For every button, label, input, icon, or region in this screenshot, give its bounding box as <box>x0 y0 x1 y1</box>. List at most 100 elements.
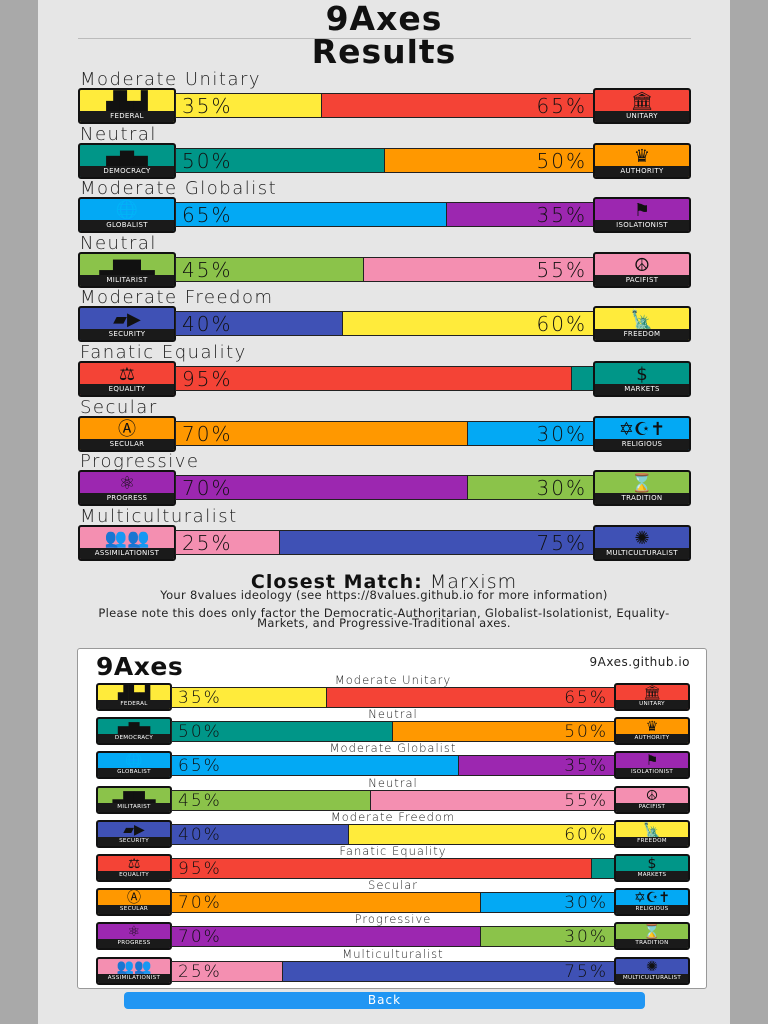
axis-bar: 45% 55% <box>175 256 594 282</box>
axis-label: Secular <box>80 396 158 418</box>
capitol-building-icon: 🏛 <box>643 685 661 701</box>
icon-caption: ASSIMILATIONIST <box>98 973 170 983</box>
bar-segment-right: 35% <box>459 756 614 776</box>
icon-box-religious: ✡☪✝ RELIGIOUS <box>614 888 690 917</box>
left-percent: 45% <box>178 790 222 811</box>
diverse-crowd-icon: ✺ <box>646 958 658 975</box>
bar-segment-left: 65% <box>176 203 448 227</box>
icon-box-federal: ▟▙▟ FEDERAL <box>78 88 176 124</box>
left-percent: 35% <box>178 688 222 708</box>
icon-box-secular: Ⓐ SECULAR <box>96 888 172 917</box>
icon-box-secular: Ⓐ SECULAR <box>78 415 176 452</box>
axis-bar: 45% 55% <box>171 789 615 811</box>
left-percent: 35% <box>182 94 233 118</box>
title-divider <box>78 38 691 39</box>
icon-caption: MILITARIST <box>80 274 174 286</box>
axis-label: Moderate Unitary <box>80 69 262 90</box>
bar-segment-left: 25% <box>176 530 281 555</box>
icon-box-democracy: ▄▆▄ DEMOCRACY <box>78 142 176 179</box>
hourglass-icon: ⌛ <box>630 473 654 495</box>
axis-row: 👥👥 ASSIMILATIONIST 25% 75% ✺ MULTICULTURALIST <box>96 956 690 985</box>
axis-row: ▂▆▆▂ MILITARIST 45% 55% ☮ PACIFIST <box>78 251 691 288</box>
card-axis-label: Fanatic Equality <box>339 844 447 858</box>
icon-box-markets: $ MARKETS <box>593 361 691 397</box>
left-percent: 70% <box>182 421 233 446</box>
bar-segment-right: 35% <box>447 203 593 227</box>
atheism-symbol-icon: Ⓐ <box>118 418 136 440</box>
axis-bar: 70% 30% <box>175 475 594 501</box>
axis-row: ⚖ EQUALITY 95% $ MARKETS <box>78 361 691 397</box>
icon-box-equality: ⚖ EQUALITY <box>96 854 172 882</box>
bar-segment-right: 65% <box>321 94 593 118</box>
icon-box-democracy: ▄▆▄ DEMOCRACY <box>96 717 172 746</box>
dollar-sign-icon: $ <box>636 364 648 385</box>
right-percent: 55% <box>536 257 587 282</box>
right-percent: 60% <box>564 824 608 845</box>
card-axis-label: Neutral <box>368 775 418 790</box>
axis-row: 🌐 GLOBALIST 65% 35% ⚑ ISOLATIONIST <box>78 197 691 234</box>
icon-caption: UNITARY <box>616 700 688 709</box>
axis-row: ⚛ PROGRESS 70% 30% ⌛ TRADITION <box>78 470 691 507</box>
card-axis-label: Secular <box>368 878 418 893</box>
axis-label: Multiculturalist <box>80 505 238 527</box>
closest-match-value: Marxism <box>429 571 518 593</box>
religious-symbols-icon: ✡☪✝ <box>618 418 666 440</box>
statue-of-liberty-icon: 🗽 <box>643 821 661 838</box>
closest-match: Closest Match: Marxism <box>38 572 730 592</box>
atom-icon: ⚛ <box>118 473 136 495</box>
bar-segment-right: 30% <box>481 893 614 913</box>
left-percent: 70% <box>182 476 233 501</box>
icon-box-tradition: ⌛ TRADITION <box>614 922 690 951</box>
icon-box-isolationist: ⚑ ISOLATIONIST <box>614 751 690 780</box>
icon-caption: MULTICULTURALIST <box>595 547 689 559</box>
bar-segment-right <box>591 859 614 878</box>
right-percent: 50% <box>564 722 608 743</box>
icon-box-equality: ⚖ EQUALITY <box>78 361 176 397</box>
icon-box-isolationist: ⚑ ISOLATIONIST <box>593 197 691 234</box>
icon-caption: SECULAR <box>98 905 170 915</box>
left-percent: 40% <box>182 312 233 337</box>
globe-icon: 🌐 <box>115 200 139 222</box>
left-percent: 50% <box>182 148 233 173</box>
icon-box-militarist: ▂▆▆▂ MILITARIST <box>96 785 172 814</box>
icon-caption: AUTHORITY <box>595 165 689 177</box>
icon-caption: MARKETS <box>616 871 688 880</box>
atom-icon: ⚛ <box>127 924 141 941</box>
globe-icon: 🌐 <box>125 753 143 770</box>
right-percent: 65% <box>536 94 587 118</box>
icon-caption: SECURITY <box>98 836 170 846</box>
security-camera-icon: ▰▶ <box>123 821 145 838</box>
icon-caption: ISOLATIONIST <box>595 220 689 232</box>
left-percent: 50% <box>178 722 222 743</box>
bar-segment-right <box>572 367 593 390</box>
axis-bar: 50% 50% <box>171 721 615 743</box>
back-button[interactable]: Back <box>124 992 645 1009</box>
card-axis-label: Neutral <box>368 707 418 722</box>
icon-box-progress: ⚛ PROGRESS <box>96 922 172 951</box>
left-percent: 95% <box>178 859 222 879</box>
left-percent: 25% <box>182 530 233 555</box>
crown-icon: ♛ <box>633 145 651 167</box>
icon-caption: MARKETS <box>595 384 689 395</box>
card-axis-label: Moderate Globalist <box>329 741 457 756</box>
icon-caption: UNITARY <box>595 111 689 122</box>
bar-segment-right: 50% <box>393 722 614 743</box>
ballot-box-icon: ▄▆▄ <box>106 145 148 167</box>
axis-row: 🌐 GLOBALIST 65% 35% ⚑ ISOLATIONIST <box>96 751 690 780</box>
scales-icon: ⚖ <box>118 364 136 385</box>
bar-segment-left: 70% <box>172 927 482 947</box>
card-axis-label: Progressive <box>354 912 432 927</box>
bar-segment-right: 30% <box>467 476 593 500</box>
icon-box-multiculturalist: ✺ MULTICULTURALIST <box>593 524 691 561</box>
axis-row: ▄▆▄ DEMOCRACY 50% 50% ♛ AUTHORITY <box>78 142 691 179</box>
bar-segment-right: 60% <box>348 824 614 845</box>
icon-box-markets: $ MARKETS <box>614 854 690 882</box>
bar-segment-left: 40% <box>172 824 349 844</box>
right-percent: 60% <box>536 312 587 337</box>
icon-caption: AUTHORITY <box>616 734 688 744</box>
axis-bar: 40% 60% <box>171 823 615 845</box>
ballot-box-icon: ▄▆▄ <box>117 719 151 736</box>
icon-box-freedom: 🗽 FREEDOM <box>593 306 691 343</box>
bar-segment-left: 40% <box>176 312 343 337</box>
icon-caption: MULTICULTURALIST <box>616 973 688 983</box>
